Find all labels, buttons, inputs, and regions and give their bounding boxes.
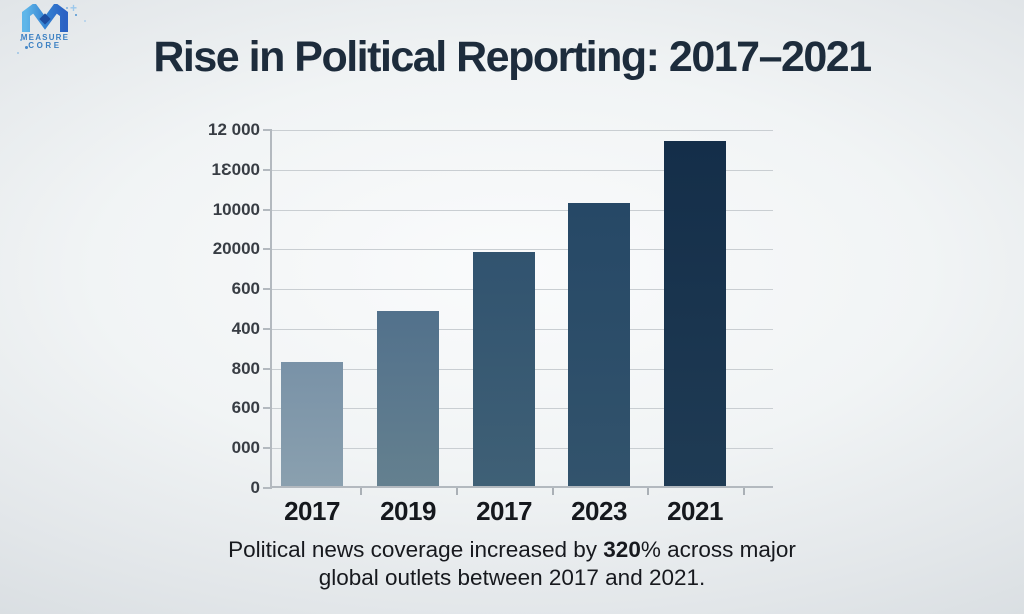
caption-line-1: Political news coverage increased by 320… xyxy=(0,536,1024,564)
caption: Political news coverage increased by 320… xyxy=(0,536,1024,592)
y-axis-label: 10000 xyxy=(212,200,260,219)
sparkle-icon: + xyxy=(70,1,78,15)
x-axis-label: 2017 xyxy=(284,496,340,526)
y-axis-tick xyxy=(263,407,270,409)
y-axis-tick xyxy=(263,129,270,131)
x-axis-label: 2019 xyxy=(380,496,436,526)
caption-text: Political news coverage increased by xyxy=(228,537,604,562)
decor-dot xyxy=(25,46,28,49)
y-axis-label: 12 000 xyxy=(208,120,260,139)
gridline xyxy=(270,170,773,171)
bar-2021 xyxy=(664,141,726,486)
y-axis-label: 1Ɛ000 xyxy=(211,160,260,179)
caption-text: % across major xyxy=(640,537,796,562)
x-axis-label: 2023 xyxy=(571,496,627,526)
x-axis-tick xyxy=(552,488,554,495)
y-axis-label: 000 xyxy=(231,438,260,457)
logo-m-icon xyxy=(22,4,68,32)
x-axis-tick xyxy=(360,488,362,495)
y-axis-label: 600 xyxy=(231,279,260,298)
y-axis-label: 0 xyxy=(250,478,260,497)
x-axis-label: 2017 xyxy=(476,496,532,526)
y-axis-label: 800 xyxy=(231,359,260,378)
decor-dot xyxy=(75,14,77,16)
caption-line-2: global outlets between 2017 and 2021. xyxy=(318,565,706,590)
x-axis-label: 2021 xyxy=(667,496,723,526)
page-title: Rise in Political Reporting: 2017–2021 xyxy=(153,33,872,81)
logo-text-core: CORE xyxy=(28,41,62,50)
decor-dot xyxy=(66,7,68,9)
y-axis-label: 400 xyxy=(231,319,260,338)
bar-2017 xyxy=(473,252,535,486)
plot-area: 12 000 1Ɛ000 10000 20000 600 400 800 600 000 0 201… xyxy=(208,120,773,526)
logo: MEASURE CORE + xyxy=(13,1,86,54)
y-axis-tick xyxy=(263,328,270,330)
y-axis-tick xyxy=(263,248,270,250)
bar-2019 xyxy=(377,311,439,486)
gridline xyxy=(270,210,773,211)
y-axis-tick xyxy=(263,209,270,211)
x-axis-tick xyxy=(647,488,649,495)
y-axis-tick xyxy=(263,447,270,449)
bar-2017 xyxy=(281,362,343,486)
y-axis-tick xyxy=(263,169,270,171)
caption-stat: 320 xyxy=(603,537,641,562)
y-axis-tick xyxy=(263,288,270,290)
decor-dot xyxy=(84,20,86,22)
x-axis-tick xyxy=(743,488,745,495)
y-axis-tick xyxy=(263,368,270,370)
y-axis-label: 20000 xyxy=(212,239,260,258)
gridline xyxy=(270,130,773,131)
bar-2023 xyxy=(568,203,630,486)
y-axis-line xyxy=(270,129,272,489)
x-axis-line xyxy=(270,486,773,488)
decor-dot xyxy=(17,52,19,54)
decor-dot xyxy=(20,39,22,41)
y-axis-tick xyxy=(263,487,270,489)
logo-text-measure: MEASURE xyxy=(20,33,70,42)
gridline xyxy=(270,249,773,250)
y-axis-label: 600 xyxy=(231,398,260,417)
x-axis-tick xyxy=(456,488,458,495)
